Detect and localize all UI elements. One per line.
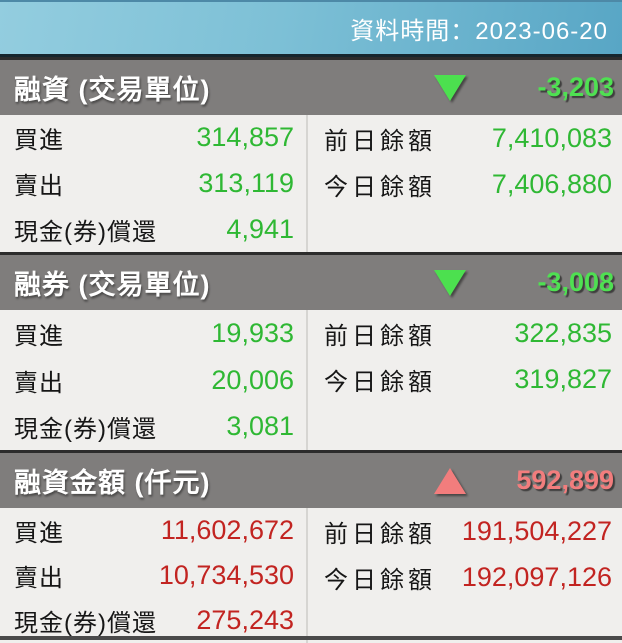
table-row: 買進 11,602,672 — [0, 508, 306, 553]
table-row: 前日餘額 191,504,227 — [308, 508, 622, 554]
section-header-short-selling-units: 融券 (交易單位) -3,008 — [0, 252, 622, 310]
row-value: 11,602,672 — [160, 515, 294, 545]
left-column: 買進 314,857 賣出 313,119 現金(券)償還 4,941 — [0, 115, 306, 252]
section-header-margin-financing-amount: 融資金額 (仟元) 592,899 — [0, 450, 622, 508]
down-triangle-icon — [434, 74, 466, 101]
row-label: 現金(券)償還 — [14, 218, 157, 246]
data-time-bar: 資料時間：2023-06-20 — [0, 0, 622, 57]
row-value: 7,406,880 — [491, 168, 612, 199]
table-row: 買進 19,933 — [0, 310, 306, 357]
section-change-value: -3,008 — [537, 267, 614, 297]
section-title: 融資金額 (仟元) — [14, 468, 211, 498]
table-row: 前日餘額 322,835 — [308, 310, 622, 356]
left-column: 買進 19,933 賣出 20,006 現金(券)償還 3,081 — [0, 310, 306, 450]
row-label: 買進 — [14, 520, 64, 547]
left-column: 買進 11,602,672 賣出 10,734,530 現金(券)償還 275,… — [0, 508, 306, 643]
next-section-top-border — [0, 636, 622, 640]
table-row: 今日餘額 7,406,880 — [308, 161, 622, 207]
row-label: 今日餘額 — [324, 368, 436, 396]
table-row: 買進 314,857 — [0, 115, 306, 161]
row-label: 買進 — [14, 322, 64, 350]
table-row: 今日餘額 192,097,126 — [308, 554, 622, 600]
table-row: 現金(券)償還 275,243 — [0, 598, 306, 643]
row-label: 前日餘額 — [324, 127, 436, 155]
section-content-short-selling-units: 買進 19,933 賣出 20,006 現金(券)償還 3,081 前日餘額 3… — [0, 310, 622, 450]
row-value: 19,933 — [211, 317, 294, 348]
down-triangle-icon — [434, 269, 466, 296]
row-label: 賣出 — [14, 173, 64, 200]
section-change-value: -3,203 — [537, 72, 614, 102]
table-row: 現金(券)償還 3,081 — [0, 403, 306, 450]
row-value: 3,081 — [226, 411, 294, 442]
section-title: 融券 (交易單位) — [14, 270, 211, 300]
right-column: 前日餘額 191,504,227 今日餘額 192,097,126 — [306, 508, 622, 643]
section-content-margin-financing-units: 買進 314,857 賣出 313,119 現金(券)償還 4,941 前日餘額… — [0, 115, 622, 252]
row-value: 275,243 — [196, 605, 294, 635]
row-value: 20,006 — [211, 364, 294, 395]
row-label: 現金(券)償還 — [14, 610, 157, 637]
row-value: 322,835 — [514, 317, 612, 348]
table-row: 賣出 20,006 — [0, 357, 306, 404]
row-value: 10,734,530 — [158, 560, 294, 590]
table-row: 賣出 313,119 — [0, 161, 306, 207]
row-value: 191,504,227 — [461, 515, 612, 546]
table-row: 賣出 10,734,530 — [0, 553, 306, 598]
row-label: 現金(券)償還 — [14, 416, 157, 444]
row-value: 4,941 — [226, 213, 294, 244]
row-label: 前日餘額 — [324, 520, 436, 548]
row-value: 7,410,083 — [491, 122, 612, 153]
row-value: 313,119 — [198, 168, 294, 198]
row-value: 314,857 — [196, 122, 294, 153]
data-time-label: 資料時間：2023-06-20 — [350, 17, 608, 45]
table-row: 現金(券)償還 4,941 — [0, 206, 306, 252]
section-content-margin-financing-amount: 買進 11,602,672 賣出 10,734,530 現金(券)償還 275,… — [0, 508, 622, 643]
table-row: 今日餘額 319,827 — [308, 356, 622, 402]
row-label: 賣出 — [14, 369, 64, 397]
section-title: 融資 (交易單位) — [14, 75, 211, 105]
table-row: 前日餘額 7,410,083 — [308, 115, 622, 161]
row-value: 319,827 — [514, 363, 612, 394]
section-header-margin-financing-units: 融資 (交易單位) -3,203 — [0, 57, 622, 115]
right-column: 前日餘額 7,410,083 今日餘額 7,406,880 — [306, 115, 622, 252]
row-label: 買進 — [14, 127, 64, 155]
section-change-value: 592,899 — [516, 465, 614, 495]
row-value: 192,097,126 — [461, 561, 612, 592]
right-column: 前日餘額 322,835 今日餘額 319,827 — [306, 310, 622, 450]
up-triangle-icon — [434, 467, 466, 494]
row-label: 賣出 — [14, 565, 64, 592]
row-label: 今日餘額 — [324, 173, 436, 201]
row-label: 今日餘額 — [324, 566, 436, 594]
row-label: 前日餘額 — [324, 322, 436, 350]
